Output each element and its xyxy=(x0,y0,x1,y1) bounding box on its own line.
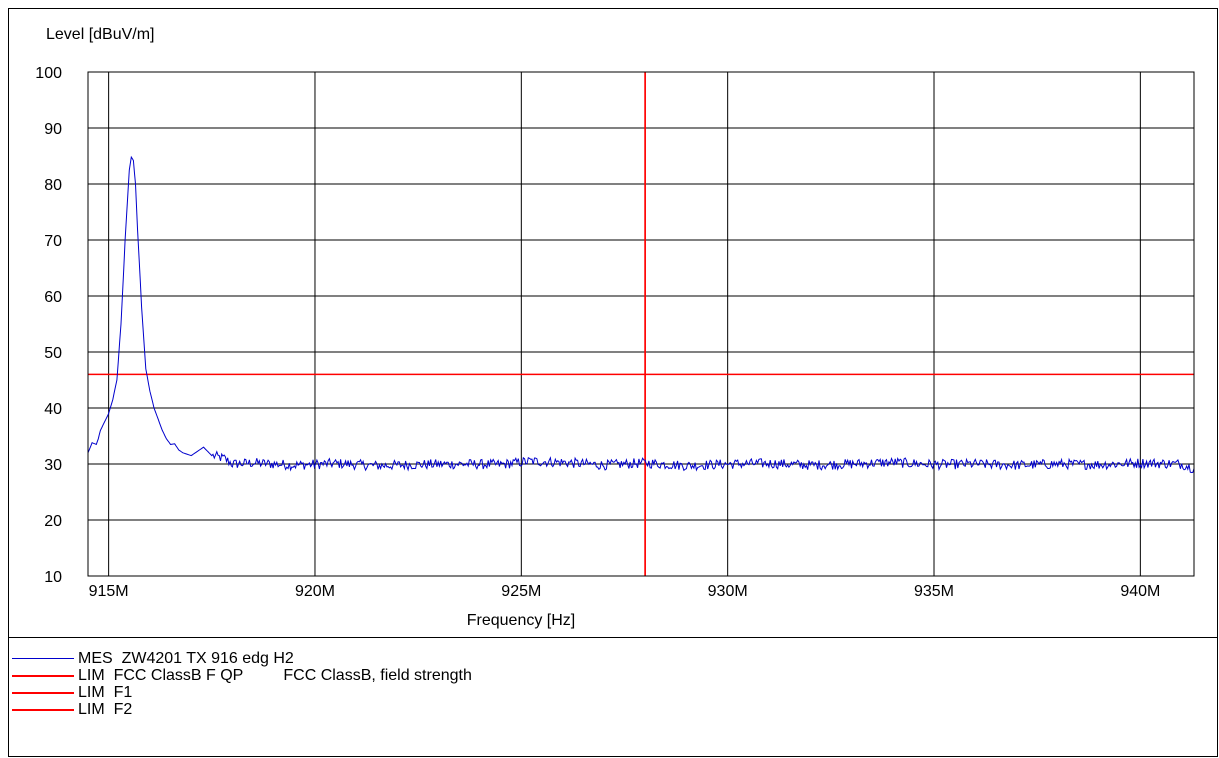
y-tick-label: 60 xyxy=(44,289,62,306)
chart-frame xyxy=(8,8,1218,757)
y-tick-label: 100 xyxy=(35,65,62,82)
legend-divider xyxy=(8,637,1218,638)
legend-item-limit-f1: LIM F1 xyxy=(12,684,472,701)
y-tick-label: 10 xyxy=(44,569,62,586)
x-tick-label: 930M xyxy=(708,583,748,600)
legend-swatch-limit xyxy=(12,691,74,694)
y-tick-label: 80 xyxy=(44,177,62,194)
legend-item-measurement: MES ZW4201 TX 916 edg H2 xyxy=(12,650,472,667)
x-tick-labels: 915M 920M 925M 930M 935M 940M xyxy=(89,583,1161,600)
legend-item-limit-qp: LIM FCC ClassB F QP FCC ClassB, field st… xyxy=(12,667,472,684)
x-tick-label: 925M xyxy=(501,583,541,600)
legend-label: LIM F1 xyxy=(78,684,133,701)
measurement-trace xyxy=(87,155,1195,474)
y-axis-label: Level [dBuV/m] xyxy=(46,26,155,43)
x-tick-label: 915M xyxy=(89,583,129,600)
legend-description: FCC ClassB, field strength xyxy=(283,667,472,684)
legend-label: LIM FCC ClassB F QP xyxy=(78,667,244,684)
legend-swatch-measurement xyxy=(12,658,74,659)
y-tick-labels: 10 20 30 40 50 60 70 80 90 100 xyxy=(35,65,62,586)
legend-item-limit-f2: LIM F2 xyxy=(12,701,472,718)
y-tick-label: 50 xyxy=(44,345,62,362)
y-tick-label: 90 xyxy=(44,121,62,138)
legend-swatch-limit xyxy=(12,674,74,677)
plot-area-border xyxy=(87,71,1195,577)
x-tick-label: 920M xyxy=(295,583,335,600)
legend-swatch-limit xyxy=(12,708,74,711)
x-tick-label: 940M xyxy=(1120,583,1160,600)
legend-label: LIM F2 xyxy=(78,701,133,718)
x-tick-label: 935M xyxy=(914,583,954,600)
legend-label: MES ZW4201 TX 916 edg H2 xyxy=(78,650,294,667)
y-tick-label: 20 xyxy=(44,513,62,530)
x-axis-label: Frequency [Hz] xyxy=(467,612,575,629)
chart-canvas: Level [dBuV/m] 10 20 30 40 50 60 70 80 90 100 915… xyxy=(35,26,1195,629)
limit-lines xyxy=(88,72,1194,576)
y-tick-label: 40 xyxy=(44,401,62,418)
y-tick-label: 70 xyxy=(44,233,62,250)
y-tick-label: 30 xyxy=(44,457,62,474)
grid-lines xyxy=(88,72,1194,576)
legend: MES ZW4201 TX 916 edg H2 LIM FCC ClassB … xyxy=(12,650,472,718)
